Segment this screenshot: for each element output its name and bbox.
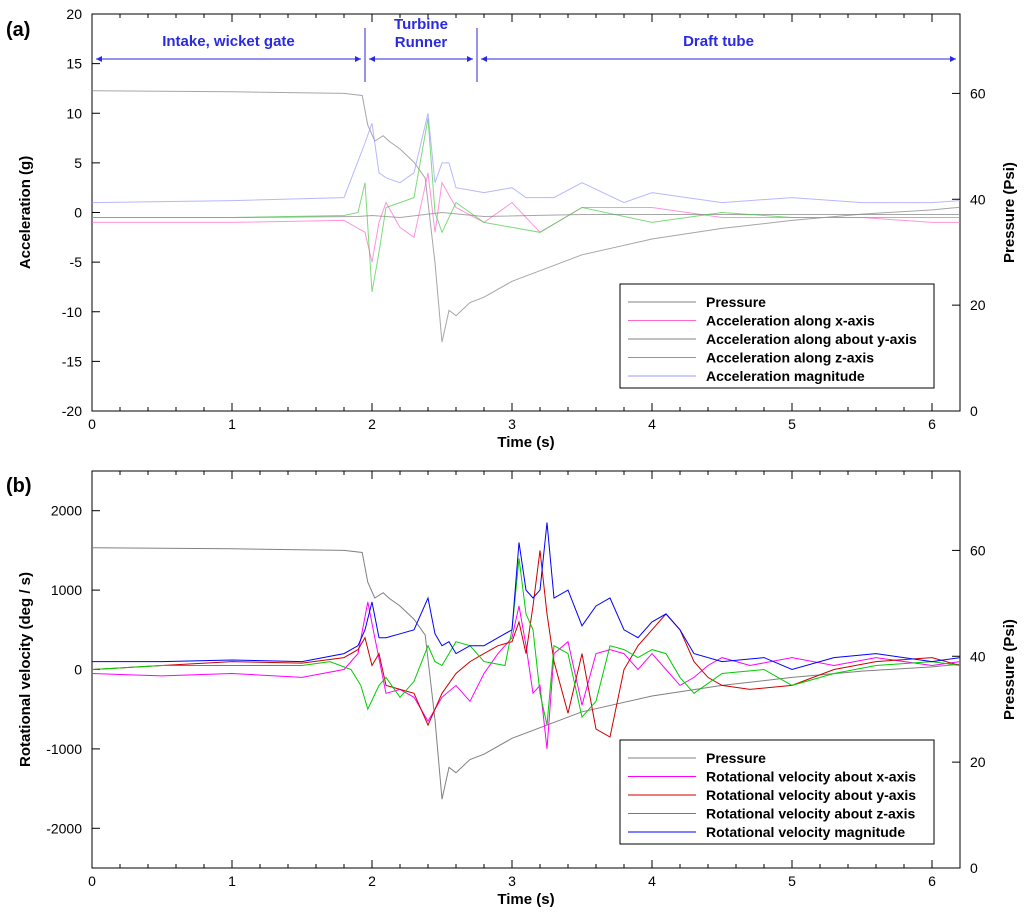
x-tick-label: 6 [928,873,936,889]
x-tick-label: 3 [508,416,516,432]
chart-panel-a: (a) 0 1 2 3 4 5 6 -20 -15 -10 -5 0 5 10 15 20 0 20 40 60 Time… [6,6,1018,451]
x-tick-label: 4 [648,873,656,889]
legend-label: Acceleration along x-axis [706,313,875,329]
y2-tick-label: 20 [970,754,986,770]
region-label: Intake, wicket gate [162,33,295,50]
x-tick-label: 0 [88,416,96,432]
legend-box [619,739,935,845]
legend-label: Acceleration along z-axis [706,350,874,366]
y-tick-label: 0 [74,662,82,678]
panel-label: (b) [6,475,32,497]
y-tick-label: 2000 [51,503,82,519]
y-tick-label: -10 [62,304,82,320]
y-tick-label: 10 [66,105,82,121]
legend-label: Rotational velocity about y-axis [706,787,916,803]
legend-label: Pressure [706,294,766,310]
y2-tick-label: 40 [970,648,986,664]
y-tick-label: -1000 [46,741,82,757]
region-label: Draft tube [683,33,754,50]
y-axis-label: Acceleration (g) [17,156,34,269]
x-tick-label: 6 [928,416,936,432]
series-line [92,522,960,671]
series-line [92,550,960,738]
y2-tick-label: 60 [970,85,986,101]
y2-axis-label: Pressure (Psi) [1001,619,1018,720]
y-tick-label: 0 [74,205,82,221]
x-axis-label: Time (s) [497,891,554,908]
y-tick-label: -15 [62,353,82,369]
y2-tick-label: 40 [970,191,986,207]
region-label-line2: Runner [395,34,448,51]
panel-label: (a) [6,19,30,41]
legend-label: Rotational velocity about x-axis [706,769,916,785]
y-tick-label: 5 [74,155,82,171]
x-tick-label: 5 [788,416,796,432]
series-group [92,522,960,800]
y-tick-label: -2000 [46,820,82,836]
y-axis-label: Rotational velocity (deg / s) [17,572,34,767]
series-line [92,90,960,343]
x-tick-label: 3 [508,873,516,889]
y2-tick-label: 0 [970,860,978,876]
x-tick-label: 5 [788,873,796,889]
x-tick-label: 2 [368,873,376,889]
x-tick-label: 0 [88,873,96,889]
y2-tick-label: 60 [970,542,986,558]
legend-box [619,283,935,389]
y-tick-label: 20 [66,6,82,22]
legend-label: Rotational velocity magnitude [706,824,905,840]
y-tick-label: -20 [62,403,82,419]
y2-tick-label: 20 [970,297,986,313]
series-line [92,118,960,292]
series-line [92,558,960,726]
series-group [92,90,960,343]
x-tick-label: 2 [368,416,376,432]
x-tick-label: 1 [228,873,236,889]
series-line [92,211,960,219]
y-tick-label: 15 [66,56,82,72]
legend-label: Acceleration magnitude [706,368,865,384]
series-line [92,113,960,204]
x-axis-label: Time (s) [497,434,554,451]
y-tick-label: 1000 [51,582,82,598]
y2-tick-label: 0 [970,403,978,419]
legend-label: Acceleration along about y-axis [706,331,917,347]
region-label: Turbine [394,16,448,33]
legend-label: Pressure [706,750,766,766]
x-tick-label: 4 [648,416,656,432]
series-line [92,601,960,749]
x-tick-label: 1 [228,416,236,432]
legend-label: Rotational velocity about z-axis [706,806,915,822]
chart-panel-b: (b) 0 1 2 3 4 5 6 -2000 -1000 0 1000 2000 0 20 40 60 Time… [6,470,1018,908]
y-tick-label: -5 [70,254,83,270]
y2-axis-label: Pressure (Psi) [1001,162,1018,263]
